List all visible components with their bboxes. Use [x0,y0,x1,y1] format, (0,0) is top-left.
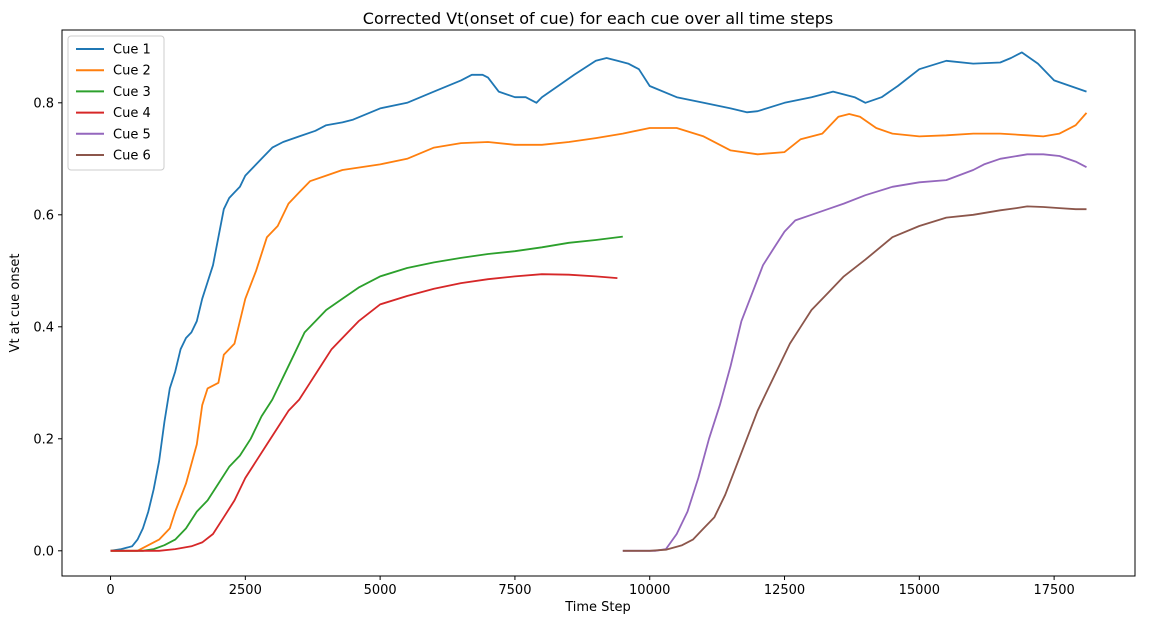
x-tick-label: 15000 [899,583,940,598]
y-tick-label: 0.8 [33,96,54,111]
series-line-cue-1 [110,51,1087,552]
x-tick-label: 5000 [364,583,397,598]
legend-label: Cue 4 [113,106,151,121]
y-axis: 0.0 0.2 0.4 0.6 0.8 [33,96,62,559]
legend-label: Cue 5 [113,127,151,142]
axes-frame [61,29,1136,577]
y-tick-label: 0.2 [33,432,54,447]
plot-area [110,51,1088,552]
legend-label: Cue 2 [113,64,151,79]
x-tick-label: 12500 [764,583,805,598]
legend-label: Cue 1 [113,43,151,58]
series-line-cue-3 [110,235,623,552]
x-tick-label: 7500 [498,583,531,598]
x-tick-label: 2500 [229,583,262,598]
x-tick-label: 0 [106,583,114,598]
x-tick-label: 10000 [629,583,670,598]
chart-title: Corrected Vt(onset of cue) for each cue … [363,9,833,28]
series-line-cue-6 [622,205,1087,552]
y-tick-label: 0.4 [33,320,54,335]
series-line-cue-5 [622,153,1087,552]
legend-label: Cue 3 [113,85,151,100]
series-line-cue-2 [110,112,1088,552]
legend: Cue 1 Cue 2 Cue 3 Cue 4 Cue 5 Cue 6 [67,35,165,171]
x-tick-label: 17500 [1033,583,1074,598]
legend-label: Cue 6 [113,149,151,164]
y-tick-label: 0.6 [33,208,54,223]
x-axis: 0 2500 5000 7500 10000 12500 15000 17500 [106,576,1075,598]
series-line-cue-4 [110,273,618,552]
x-axis-label: Time Step [564,600,631,615]
y-tick-label: 0.0 [33,544,54,559]
y-axis-label: Vt at cue onset [8,254,23,353]
